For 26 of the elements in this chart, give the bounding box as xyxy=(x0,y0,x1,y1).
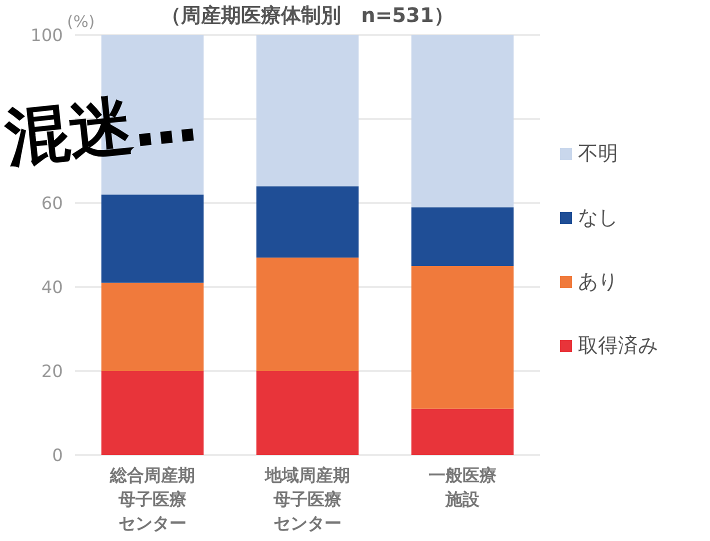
x-tick-label: 一般医療施設 xyxy=(428,466,496,510)
bar xyxy=(101,194,204,283)
y-tick-label: 100 xyxy=(30,26,63,46)
annotation: 混迷… xyxy=(0,82,201,176)
y-axis-title: (%) xyxy=(67,12,95,31)
x-tick-label: 総合周産期母子医療センター xyxy=(109,466,195,534)
bar xyxy=(411,408,514,455)
bar xyxy=(256,371,359,455)
bar xyxy=(411,35,514,208)
bar xyxy=(101,371,204,455)
y-tick-label: 0 xyxy=(52,446,63,466)
y-tick-label: 60 xyxy=(41,194,63,214)
legend-label: あり xyxy=(578,269,618,293)
legend-label: 取得済み xyxy=(578,333,658,357)
y-tick-label: 20 xyxy=(41,362,63,382)
bar xyxy=(256,186,359,258)
legend-label: なし xyxy=(578,205,618,229)
legend-label: 不明 xyxy=(578,141,618,165)
bar xyxy=(411,207,514,266)
bar xyxy=(256,258,359,371)
y-tick-label: 40 xyxy=(41,278,63,298)
bar xyxy=(101,282,204,371)
x-tick-label: 地域周産期母子医療センター xyxy=(264,466,350,534)
chart-title: （周産期医療体制別 n=531） xyxy=(161,3,454,27)
bar xyxy=(256,35,359,186)
bar xyxy=(411,266,514,409)
